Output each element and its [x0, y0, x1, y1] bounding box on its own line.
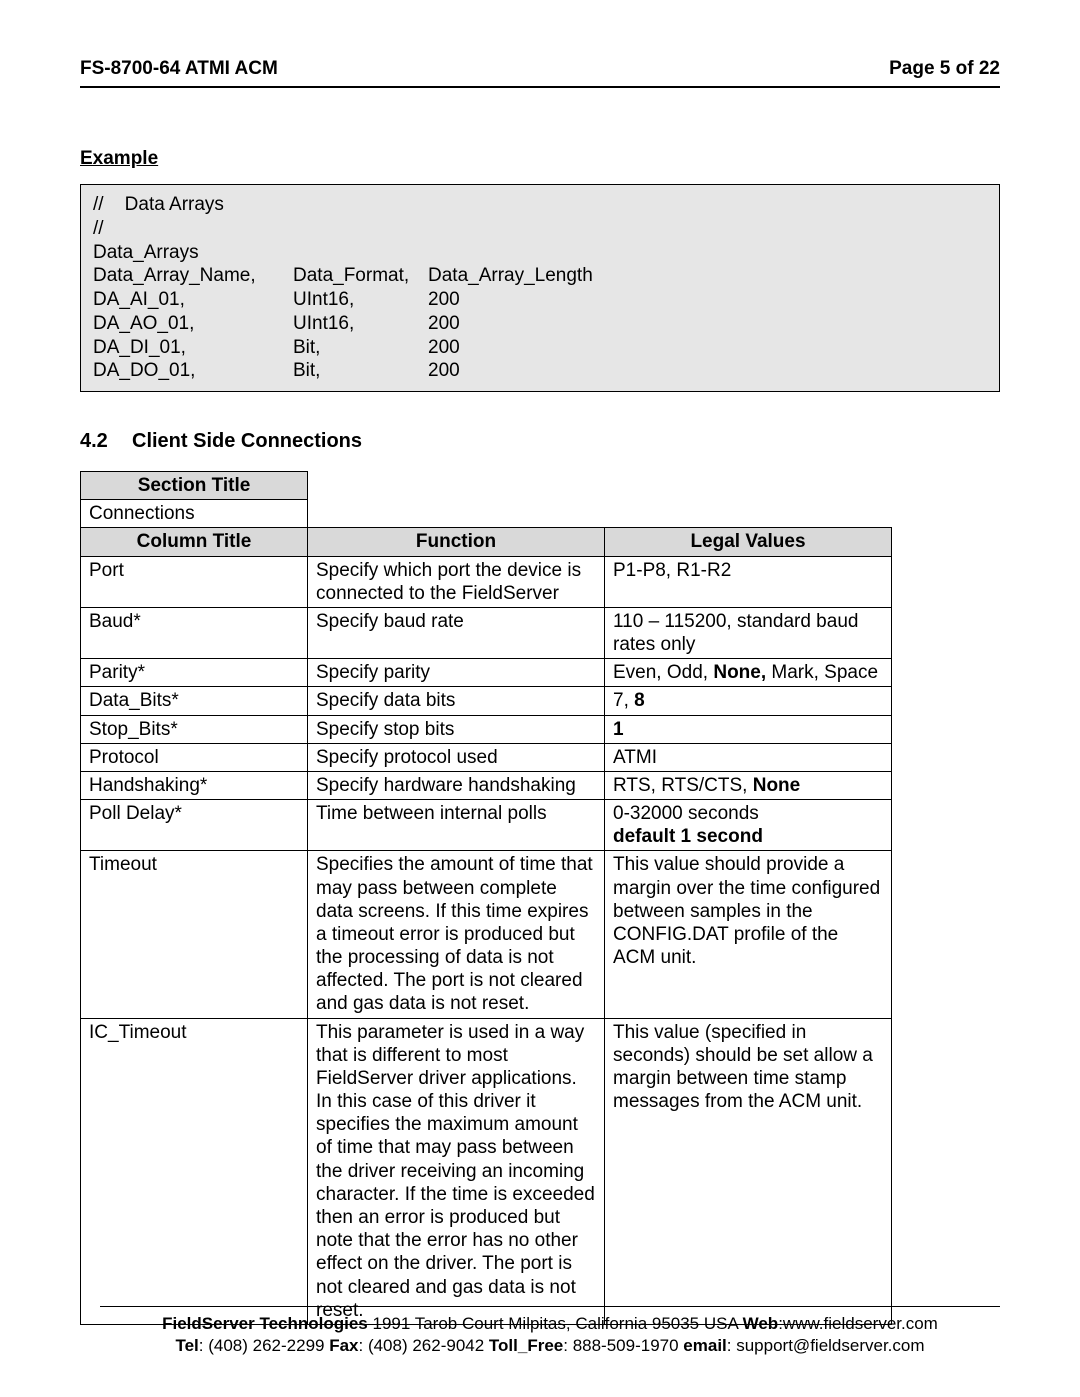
row-legal: This value should provide a margin over …: [605, 851, 892, 1018]
table-row: TimeoutSpecifies the amount of time that…: [81, 851, 892, 1018]
example-heading: Example: [80, 148, 1000, 170]
header-left: FS-8700-64 ATMI ACM: [80, 58, 278, 80]
row-legal: 0-32000 secondsdefault 1 second: [605, 800, 892, 851]
footer-line2: Tel: (408) 262-2299 Fax: (408) 262-9042 …: [100, 1335, 1000, 1357]
row-legal: 110 – 115200, standard baud rates only: [605, 607, 892, 658]
row-function: Specify parity: [308, 659, 605, 687]
row-title: Poll Delay*: [81, 800, 308, 851]
legal-values-header: Legal Values: [605, 528, 892, 556]
row-function: Specify which port the device is connect…: [308, 556, 605, 607]
function-header: Function: [308, 528, 605, 556]
section-title-cell: Connections: [81, 500, 308, 528]
row-title: Handshaking*: [81, 771, 308, 799]
table-row: Stop_Bits*Specify stop bits1: [81, 715, 892, 743]
table-row: Baud*Specify baud rate110 – 115200, stan…: [81, 607, 892, 658]
section-heading: 4.2 Client Side Connections: [80, 430, 1000, 453]
table-row: IC_TimeoutThis parameter is used in a wa…: [81, 1018, 892, 1324]
row-title: Port: [81, 556, 308, 607]
row-legal: 7, 8: [605, 687, 892, 715]
row-function: Specify stop bits: [308, 715, 605, 743]
row-title: Baud*: [81, 607, 308, 658]
row-legal: Even, Odd, None, Mark, Space: [605, 659, 892, 687]
footer-line1: FieldServer Technologies 1991 Tarob Cour…: [100, 1313, 1000, 1335]
table-row: Handshaking*Specify hardware handshaking…: [81, 771, 892, 799]
table-row: ProtocolSpecify protocol usedATMI: [81, 743, 892, 771]
table-row: Parity*Specify parityEven, Odd, None, Ma…: [81, 659, 892, 687]
row-function: Specify protocol used: [308, 743, 605, 771]
row-function: Specify baud rate: [308, 607, 605, 658]
table-row: PortSpecify which port the device is con…: [81, 556, 892, 607]
table-row: Data_Bits*Specify data bits7, 8: [81, 687, 892, 715]
row-title: IC_Timeout: [81, 1018, 308, 1324]
page-footer: FieldServer Technologies 1991 Tarob Cour…: [100, 1306, 1000, 1357]
section-title-header: Section Title: [81, 472, 308, 500]
row-legal: ATMI: [605, 743, 892, 771]
spec-table: Section Title Connections Column TitleFu…: [80, 471, 892, 1325]
row-legal: RTS, RTS/CTS, None: [605, 771, 892, 799]
row-title: Stop_Bits*: [81, 715, 308, 743]
section-title: Client Side Connections: [132, 430, 362, 453]
page: FS-8700-64 ATMI ACM Page 5 of 22 Example…: [0, 0, 1080, 1397]
row-legal: This value (specified in seconds) should…: [605, 1018, 892, 1324]
row-legal: P1-P8, R1-R2: [605, 556, 892, 607]
row-function: Specifies the amount of time that may pa…: [308, 851, 605, 1018]
example-code-box: // Data Arrays // Data_Arrays Data_Array…: [80, 184, 1000, 392]
page-header: FS-8700-64 ATMI ACM Page 5 of 22: [80, 58, 1000, 88]
row-title: Parity*: [81, 659, 308, 687]
column-title-header: Column Title: [81, 528, 308, 556]
row-function: Specify hardware handshaking: [308, 771, 605, 799]
row-function: Time between internal polls: [308, 800, 605, 851]
header-right: Page 5 of 22: [889, 58, 1000, 80]
table-row: Poll Delay*Time between internal polls0-…: [81, 800, 892, 851]
row-function: This parameter is used in a way that is …: [308, 1018, 605, 1324]
section-number: 4.2: [80, 430, 112, 453]
row-function: Specify data bits: [308, 687, 605, 715]
row-title: Data_Bits*: [81, 687, 308, 715]
row-title: Protocol: [81, 743, 308, 771]
row-legal: 1: [605, 715, 892, 743]
row-title: Timeout: [81, 851, 308, 1018]
